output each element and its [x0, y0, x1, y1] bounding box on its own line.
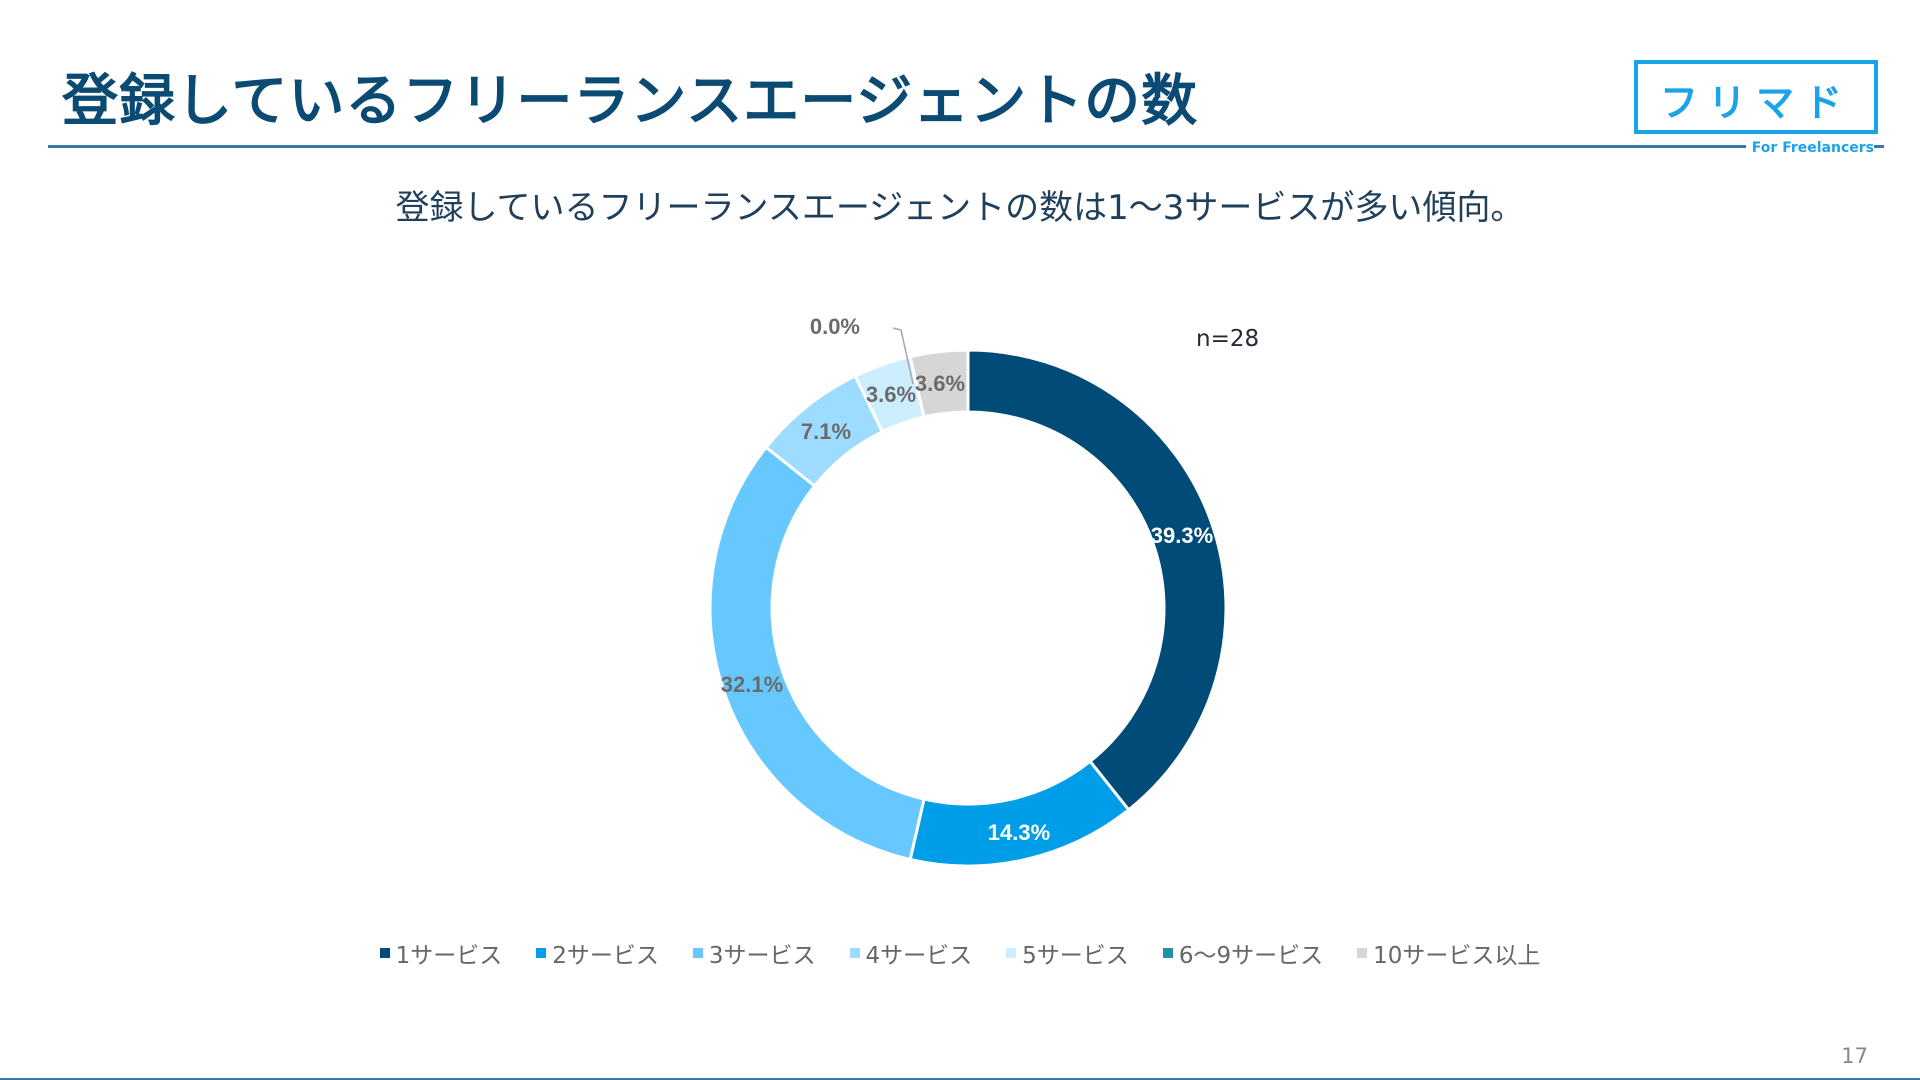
data-label-3: 32.1% — [721, 672, 783, 697]
legend-label: 3サービス — [708, 943, 816, 969]
legend-item-6: 6〜9サービス — [1162, 936, 1324, 970]
zero-slice-leader-line — [892, 327, 914, 385]
legend-swatch — [379, 948, 390, 958]
page-number: 17 — [1841, 1044, 1868, 1068]
legend-item-2: 2サービス — [536, 936, 659, 970]
legend-item-1: 1サービス — [379, 936, 503, 970]
legend-label: 4サービス — [865, 943, 973, 969]
chart-legend: 1サービス 2サービス 3サービス 4サービス 5サービス 6〜9サービス 10サービス以上 — [0, 936, 1920, 970]
legend-label: 5サービス — [1022, 943, 1129, 969]
donut-slice-3 — [708, 445, 926, 862]
title-divider — [48, 145, 1884, 148]
logo-text: フリマド — [1659, 81, 1852, 125]
legend-label: 6〜9サービス — [1178, 943, 1324, 969]
data-label-4: 7.1% — [801, 419, 851, 444]
data-label-5: 3.6% — [866, 382, 916, 407]
brand-logo: フリマド For Freelancers — [1634, 60, 1878, 156]
legend-item-4: 4サービス — [849, 936, 973, 970]
legend-swatch — [1006, 948, 1017, 958]
page-title: 登録しているフリーランスエージェントの数 — [62, 69, 1199, 134]
donut-slice-1 — [966, 348, 1228, 812]
legend-label: 10サービス以上 — [1373, 943, 1541, 969]
legend-item-5: 5サービス — [1006, 936, 1129, 970]
legend-swatch — [536, 948, 547, 958]
data-label-2: 14.3% — [988, 820, 1050, 845]
legend-swatch — [849, 948, 860, 958]
legend-label: 1サービス — [395, 943, 503, 969]
legend-swatch — [1162, 948, 1173, 958]
sample-size-label: n=28 — [1196, 326, 1260, 352]
data-label-6: 0.0% — [810, 314, 860, 339]
legend-swatch — [1357, 948, 1368, 958]
legend-label: 2サービス — [552, 943, 659, 969]
data-label-1: 39.3% — [1151, 523, 1213, 548]
data-label-7: 3.6% — [915, 371, 965, 396]
legend-item-7: 10サービス以上 — [1357, 936, 1540, 970]
legend-swatch — [692, 948, 703, 958]
donut-slice-2 — [908, 759, 1131, 868]
legend-item-3: 3サービス — [692, 936, 816, 970]
chart-subtitle: 登録しているフリーランスエージェントの数は1〜3サービスが多い傾向。 — [395, 188, 1525, 228]
donut-slice-7 — [908, 348, 970, 419]
footer-divider — [0, 1078, 1920, 1080]
logo-tagline: For Freelancers — [1745, 140, 1874, 156]
